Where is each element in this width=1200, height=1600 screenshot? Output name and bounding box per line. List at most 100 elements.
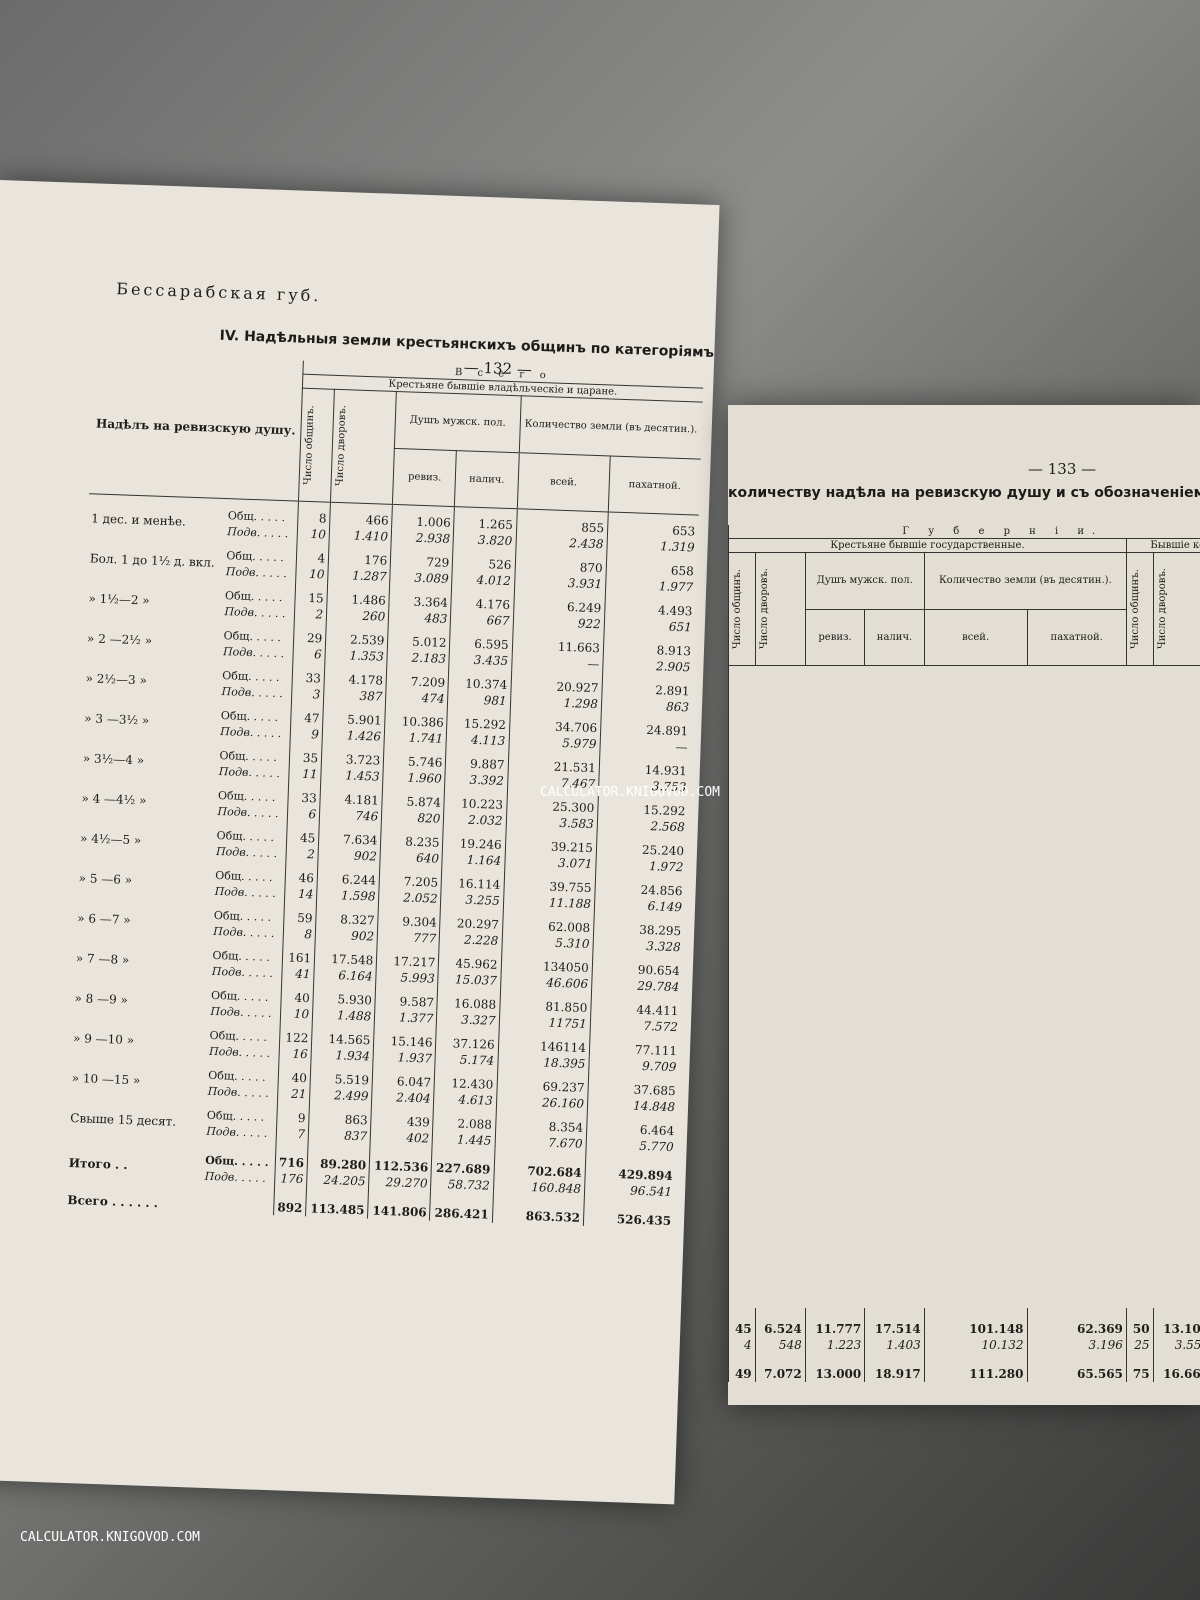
- cell: 47: [290, 701, 324, 727]
- cell: 1.006: [391, 504, 455, 532]
- row-kind: Общ. . . . .: [216, 828, 275, 844]
- cell: 24.891: [600, 712, 692, 740]
- cell: 15.146: [373, 1024, 437, 1051]
- cell: 11: [288, 765, 322, 783]
- cell: 4.493: [604, 592, 696, 620]
- cell: 34.706: [509, 709, 602, 737]
- row-label: » 4½—5 »: [79, 831, 142, 848]
- row-kind: Общ. . . . .: [208, 1068, 266, 1084]
- row-label: » 10 —15 »: [71, 1071, 141, 1088]
- cell: 38.295: [593, 912, 685, 940]
- cell: 65.565: [1026, 1353, 1127, 1382]
- total-row: 456.52411.77717.514101.14862.3695013.103…: [728, 1308, 1200, 1337]
- row-kind: Общ. . . . .: [227, 508, 286, 524]
- cell: 13.000: [804, 1353, 865, 1382]
- cell: 6.244: [317, 862, 381, 889]
- cell: 17.217: [376, 944, 440, 971]
- cell: 20.927: [510, 669, 603, 697]
- cell: 18.917: [864, 1353, 925, 1382]
- cell: 10: [296, 525, 330, 543]
- cell: 17.548: [314, 942, 378, 969]
- cell: 29: [293, 621, 327, 647]
- col-header: пахатной.: [608, 455, 701, 516]
- cell: 286.421: [429, 1191, 493, 1223]
- row-label: » 2½—3 »: [85, 671, 148, 688]
- cell: 146114: [497, 1028, 591, 1057]
- cell: 3.723: [321, 742, 385, 769]
- row-kind: Общ. . . . .: [224, 588, 283, 604]
- right-page: — 133 — количеству надѣла на ревизскую д…: [728, 405, 1200, 1405]
- cell: 6: [292, 645, 326, 663]
- row-kind: Общ. . . . .: [217, 788, 276, 804]
- cell: 729: [390, 544, 454, 572]
- cell: 6.464: [586, 1112, 678, 1140]
- cell: 8.235: [380, 824, 444, 851]
- row-label: » 2 —2½ »: [86, 631, 153, 648]
- row-kind: Общ. . . . .: [209, 1028, 268, 1044]
- cell: 37.126: [435, 1026, 499, 1053]
- col-header: Число общинъ.: [298, 388, 335, 503]
- row-kind: Общ. . . . .: [212, 948, 271, 964]
- col-header: налич.: [864, 609, 925, 666]
- cell: 10.223: [444, 786, 508, 814]
- cell: 1.223: [804, 1337, 865, 1353]
- cell: 2.539: [325, 622, 389, 649]
- cell: 4: [295, 541, 330, 567]
- cell: 12.430: [434, 1066, 498, 1093]
- cell: 6.595: [449, 626, 513, 654]
- header-text: Число дворовъ.: [1156, 568, 1168, 650]
- cell: 62.369: [1026, 1308, 1127, 1337]
- cell: 227.689: [431, 1146, 495, 1178]
- header-text: Число общинъ.: [732, 569, 743, 649]
- cell: 41: [281, 965, 315, 983]
- cell: 161: [281, 941, 316, 967]
- cell: 9: [276, 1101, 310, 1127]
- cell: 13.103: [1152, 1308, 1200, 1337]
- cell: 15: [294, 581, 328, 607]
- cell: 8.327: [315, 902, 379, 929]
- cell: 10: [279, 1005, 313, 1023]
- cell: 5.874: [382, 784, 446, 811]
- cell: 8: [297, 501, 331, 527]
- total-row: 497.07213.00018.917111.28065.5657516.662…: [728, 1353, 1200, 1382]
- left-page: Бессарабская губ. — 132 — IV. Надѣльныя …: [0, 180, 720, 1505]
- cell: 1.403: [864, 1337, 925, 1353]
- cell: 15.292: [446, 706, 510, 734]
- cell: 62.008: [502, 908, 595, 937]
- cell: 5.930: [312, 982, 376, 1009]
- cell: 2.891: [601, 672, 694, 700]
- cell: 24.856: [594, 872, 687, 900]
- group-header: Г у б е р н і и.: [728, 525, 1200, 539]
- cell: 4: [728, 1337, 756, 1353]
- cell: 59: [283, 901, 317, 927]
- cell: 9: [289, 725, 323, 743]
- col-header: Число дворовъ.: [1152, 552, 1200, 666]
- cell: 14.931: [598, 752, 691, 780]
- cell: 4.178: [324, 662, 388, 689]
- cell: 21: [277, 1085, 311, 1103]
- cell: 8.913: [603, 632, 695, 660]
- cell: 863: [308, 1102, 372, 1129]
- cell: 9.587: [375, 984, 439, 1011]
- cell: 9.887: [445, 746, 509, 774]
- row-kind: Общ. . . . .: [213, 908, 272, 924]
- cell: 2: [285, 845, 319, 863]
- cell: 716: [274, 1141, 309, 1172]
- row-kind: Общ. . . . .: [222, 668, 280, 684]
- col-header: Количество земли (въ десятин.).: [923, 552, 1127, 610]
- cell: 2.088: [433, 1106, 496, 1133]
- cell: 122: [279, 1021, 313, 1047]
- cell: 16: [278, 1045, 312, 1063]
- cell: 8: [282, 925, 316, 943]
- row-kind: Общ. . . . .: [220, 708, 279, 724]
- cell: 870: [514, 549, 607, 577]
- row-label: Итого . .: [68, 1156, 128, 1173]
- row-label: Бол. 1 до 1½ д. вкл.: [89, 551, 215, 570]
- cell: 89.280: [307, 1142, 371, 1174]
- row-label: 1 дес. и менѣе.: [91, 511, 187, 529]
- col-header: Число общинъ.: [1125, 552, 1154, 666]
- cell: 39.755: [503, 869, 596, 897]
- col-header: Душъ мужск. пол.: [394, 391, 521, 453]
- cell: 11.663: [511, 629, 604, 657]
